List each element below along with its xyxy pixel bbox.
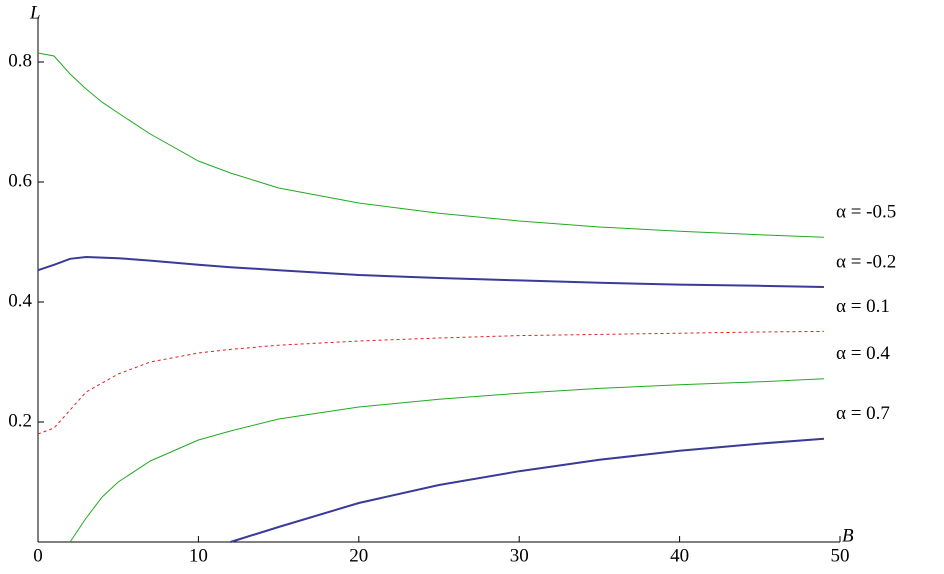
series-line — [230, 437, 825, 543]
y-tick-label: 0.2 — [8, 410, 32, 431]
series-line — [37, 330, 824, 435]
x-tick-label: 0 — [33, 545, 43, 566]
series-line — [69, 378, 824, 543]
series-line — [37, 52, 824, 238]
y-tick-label: 0.4 — [8, 290, 32, 311]
y-axis-label: L — [29, 2, 41, 23]
x-tick-label: 50 — [831, 545, 850, 566]
y-tick-label: 0.8 — [8, 50, 32, 71]
series-label: α = 0.1 — [836, 296, 890, 317]
x-tick-label: 10 — [189, 545, 208, 566]
x-tick-label: 40 — [670, 545, 689, 566]
x-tick-label: 20 — [349, 545, 368, 566]
series-label: α = -0.2 — [836, 251, 896, 272]
series-label: α = -0.5 — [836, 202, 896, 223]
x-axis-label: B — [842, 525, 854, 546]
y-tick-label: 0.6 — [8, 170, 32, 191]
series-line — [37, 255, 824, 288]
series-label: α = 0.7 — [836, 403, 890, 424]
series-label: α = 0.4 — [836, 343, 890, 364]
x-tick-label: 30 — [510, 545, 529, 566]
